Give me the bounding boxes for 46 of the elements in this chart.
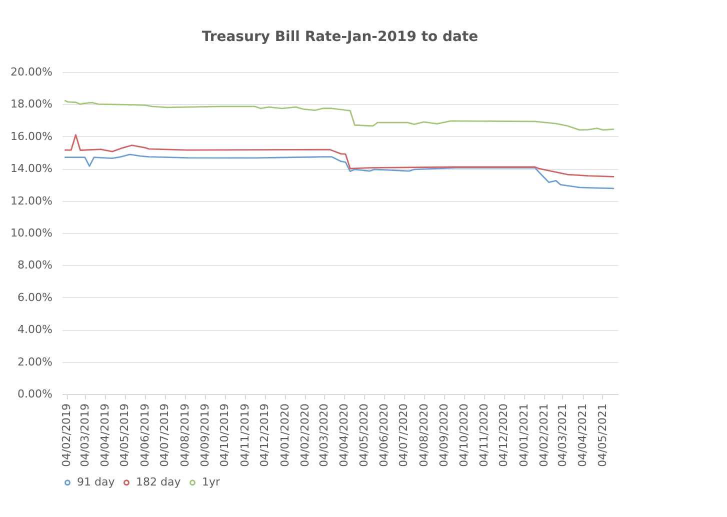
y-tick-label: 0.00% bbox=[18, 388, 52, 400]
line-series bbox=[64, 134, 615, 178]
x-tick-label: 04/04/2019 bbox=[98, 404, 112, 467]
x-tick-label: 04/11/2020 bbox=[478, 404, 491, 467]
x-tick-label: 04/02/2020 bbox=[298, 404, 312, 467]
y-tick-label: 18.00% bbox=[10, 98, 52, 111]
chart-title: Treasury Bill Rate-Jan-2019 to date bbox=[202, 29, 478, 45]
x-tick-label: 04/09/2020 bbox=[438, 404, 451, 467]
x-tick-label: 04/04/2021 bbox=[576, 404, 590, 467]
y-tick-label: 4.00% bbox=[18, 323, 52, 336]
x-tick-label: 04/01/2020 bbox=[278, 404, 292, 467]
y-tick-label: 10.00% bbox=[10, 226, 52, 240]
x-tick-label: 04/11/2019 bbox=[238, 404, 252, 467]
y-tick-label: 14.00% bbox=[10, 162, 52, 176]
x-tick-label: 04/02/2021 bbox=[538, 404, 551, 467]
line-series bbox=[64, 154, 615, 190]
x-tick-label: 04/08/2019 bbox=[178, 404, 192, 467]
y-tick-label: 16.00% bbox=[10, 130, 52, 143]
x-tick-label: 04/07/2019 bbox=[158, 404, 172, 467]
y-tick-label: 6.00% bbox=[18, 290, 52, 304]
x-tick-label: 04/04/2020 bbox=[338, 404, 351, 467]
x-tick-label: 04/08/2020 bbox=[417, 404, 430, 467]
x-tick-label: 04/01/2021 bbox=[517, 404, 530, 467]
x-tick-label: 04/10/2019 bbox=[218, 404, 232, 467]
x-tick-label: 04/12/2020 bbox=[497, 404, 510, 467]
x-tick-label: 04/10/2020 bbox=[457, 404, 470, 467]
x-tick-label: 04/09/2019 bbox=[198, 404, 212, 467]
x-tick-label: 04/06/2020 bbox=[378, 404, 391, 467]
x-tick-label: 04/06/2019 bbox=[138, 404, 152, 467]
y-tick-label: 12.00% bbox=[10, 194, 52, 208]
x-tick-label: 04/12/2019 bbox=[258, 404, 272, 467]
y-tick-label: 2.00% bbox=[18, 355, 52, 368]
legend-label: 182 day bbox=[136, 476, 182, 489]
x-tick-label: 04/03/2020 bbox=[317, 404, 330, 467]
legend-label: 91 day bbox=[77, 476, 116, 489]
x-tick-label: 04/05/2019 bbox=[118, 404, 132, 467]
x-tick-label: 04/02/2019 bbox=[60, 404, 74, 467]
x-tick-label: 04/05/2021 bbox=[596, 404, 609, 467]
x-tick-label: 04/05/2020 bbox=[357, 404, 370, 467]
y-tick-label: 20.00% bbox=[10, 66, 52, 78]
y-tick-label: 8.00% bbox=[18, 258, 52, 272]
x-tick-label: 04/03/2019 bbox=[78, 404, 92, 467]
legend-label: 1yr bbox=[202, 476, 221, 489]
line-series bbox=[64, 100, 615, 131]
x-tick-label: 04/03/2021 bbox=[556, 404, 569, 467]
x-tick-label: 04/07/2020 bbox=[397, 404, 410, 467]
